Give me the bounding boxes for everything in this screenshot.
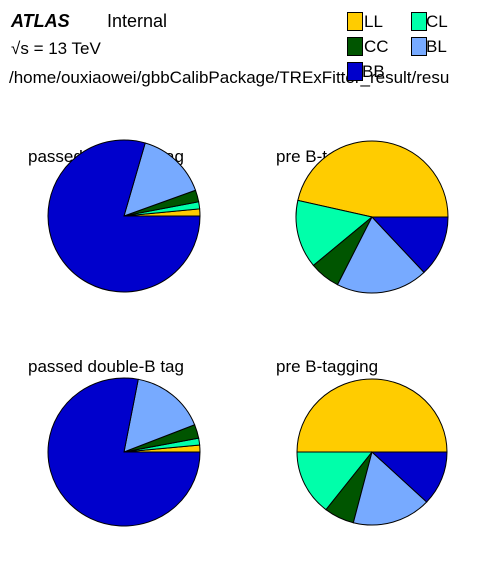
pie-slice-bl [123, 378, 196, 453]
legend-swatch-ll [347, 12, 363, 31]
pie-slice-bb [47, 139, 201, 293]
output-path: /home/ouxiaowei/gbbCalibPackage/TRExFitt… [9, 68, 450, 87]
pie-slice-ll [296, 378, 448, 453]
legend-swatch-cl [411, 12, 427, 31]
atlas-label: ATLAS [11, 11, 70, 31]
pie-slice-cl [296, 451, 374, 511]
energy-label: √s = 13 TeV [11, 40, 101, 57]
pie-slice-ll [297, 140, 449, 218]
legend-label-cc: CC [364, 37, 389, 56]
legend-label-bb: BB [362, 62, 385, 81]
status-label: Internal [107, 11, 168, 31]
pie-slice-bb [370, 216, 449, 274]
pie-chart-1 [47, 139, 201, 293]
legend-label-cl: CL [426, 12, 448, 31]
pie-chart-2 [295, 140, 449, 294]
legend-swatch-bb [347, 62, 363, 81]
sqrt-symbol: √ [11, 39, 21, 58]
pie-title-4: pre B-tagging [276, 357, 379, 376]
legend-swatch-bl [411, 37, 427, 56]
energy-value: s = 13 TeV [20, 39, 101, 58]
pie-title-3: passed double-B tag [28, 357, 184, 376]
legend-swatch-cc [347, 37, 363, 56]
pie-slice-bb [370, 451, 448, 503]
pie-slice-bl [123, 142, 197, 217]
pie-chart-3 [47, 377, 201, 527]
pie-slice-cl [295, 199, 374, 267]
legend-label-ll: LL [364, 12, 383, 31]
pie-slice-bb [47, 377, 201, 527]
pie-slice-bl [352, 451, 428, 526]
pie-chart-4 [296, 378, 448, 526]
pie-slice-bl [336, 216, 425, 294]
legend-label-bl: BL [426, 37, 447, 56]
